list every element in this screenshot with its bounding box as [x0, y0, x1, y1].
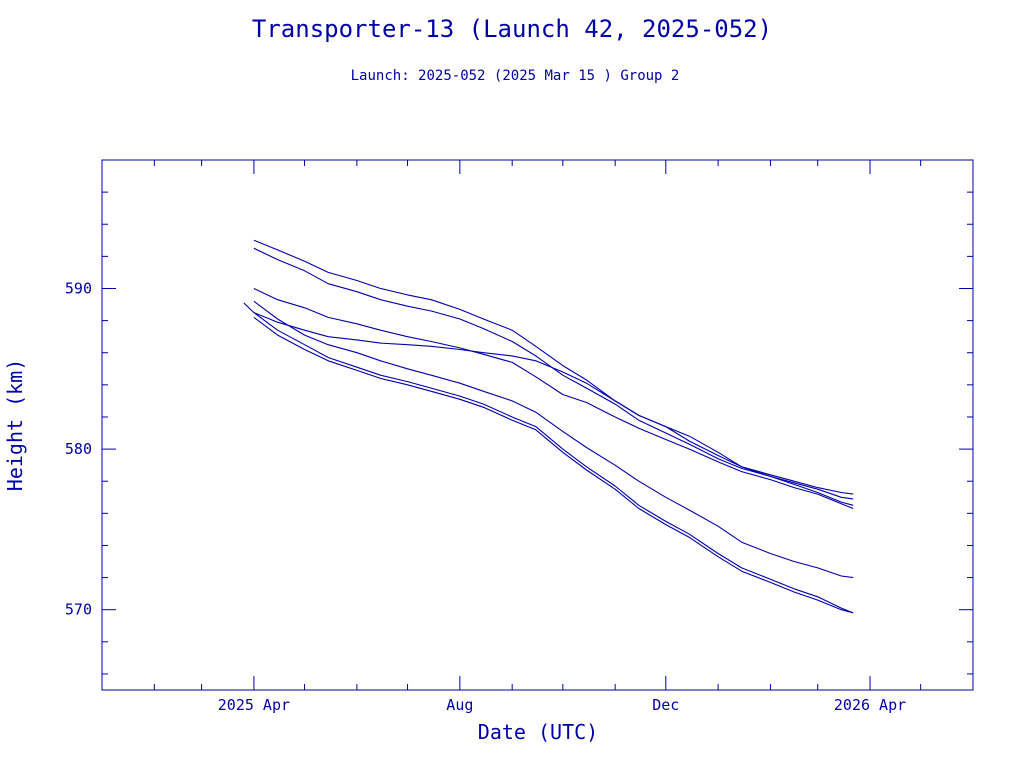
- chart-title: Transporter-13 (Launch 42, 2025-052): [252, 15, 772, 43]
- series-line-6: [253, 312, 854, 614]
- series-line-5: [253, 300, 854, 579]
- series-line-4: [243, 302, 854, 495]
- x-tick-label: 2025 Apr: [218, 696, 290, 714]
- axis-ticks: [101, 159, 974, 690]
- x-tick-label: 2026 Apr: [834, 696, 906, 714]
- tick-labels: 2025 Apr Aug Dec 2026 Apr 570 580 590: [65, 279, 906, 714]
- series-line-3: [253, 288, 854, 510]
- y-tick-label: 580: [65, 440, 92, 458]
- x-tick-label: Dec: [652, 696, 679, 714]
- series-line-2: [253, 247, 854, 506]
- plot-frame: [101, 159, 974, 691]
- x-axis-title: Date (UTC): [478, 720, 598, 744]
- y-axis-title: Height (km): [3, 359, 27, 491]
- series-line-1: [253, 239, 854, 500]
- series-line-7: [253, 316, 854, 614]
- series-group: [243, 239, 854, 614]
- x-tick-label: Aug: [446, 696, 473, 714]
- y-tick-label: 590: [65, 279, 92, 297]
- y-tick-label: 570: [65, 601, 92, 619]
- chart-subtitle: Launch: 2025-052 (2025 Mar 15 ) Group 2: [351, 68, 680, 84]
